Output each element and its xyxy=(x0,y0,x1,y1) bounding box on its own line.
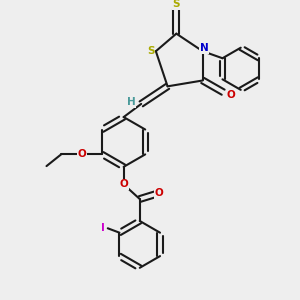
Text: I: I xyxy=(101,223,105,233)
Text: S: S xyxy=(172,0,180,9)
Text: S: S xyxy=(147,46,154,56)
Text: N: N xyxy=(200,43,208,53)
Text: O: O xyxy=(119,179,128,189)
Text: O: O xyxy=(154,188,163,198)
Text: O: O xyxy=(226,90,235,100)
Text: O: O xyxy=(77,149,86,159)
Text: H: H xyxy=(127,98,135,107)
